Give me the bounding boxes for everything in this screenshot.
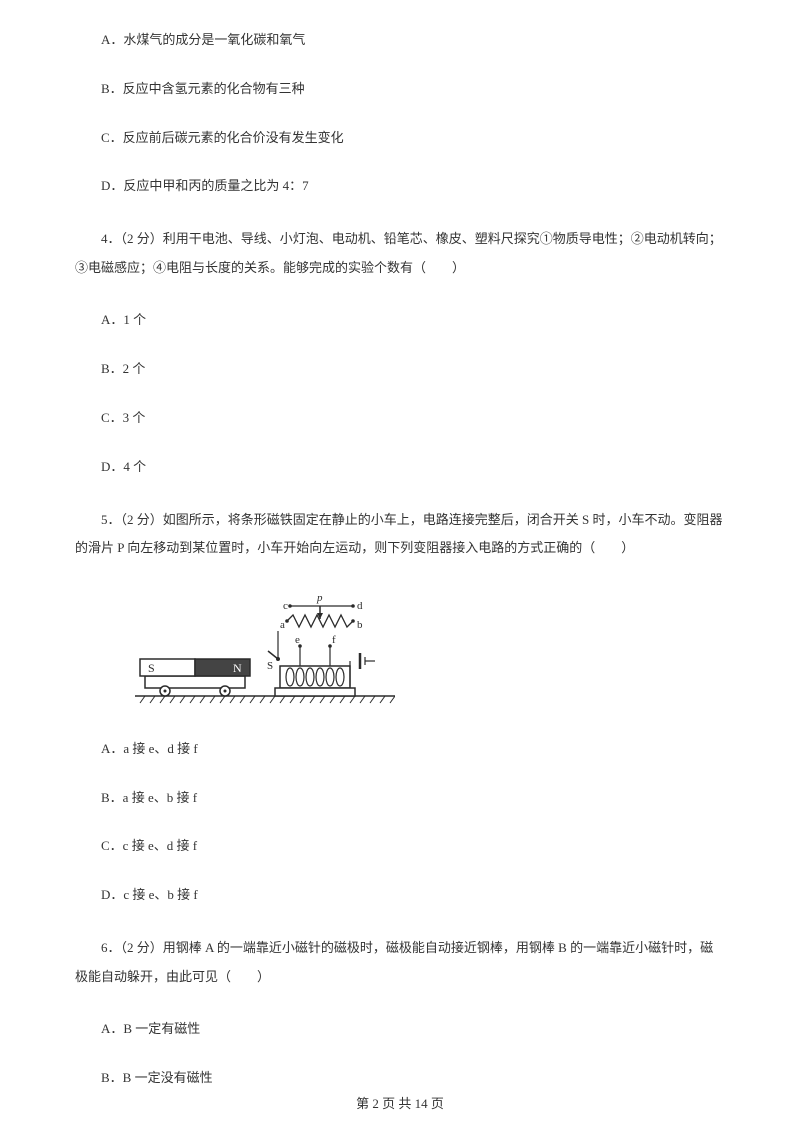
q4-stem: 4．（2 分）利用干电池、导线、小灯泡、电动机、铅笔芯、橡皮、塑料尺探究①物质导…	[75, 225, 725, 282]
terminal-b: b	[357, 619, 363, 631]
terminal-f: f	[332, 634, 336, 646]
q5-option-b: B．a 接 e、b 接 f	[75, 788, 725, 809]
q5-stem: 5．（2 分）如图所示，将条形磁铁固定在静止的小车上，电路连接完整后，闭合开关 …	[75, 506, 725, 563]
magnet-label-s: S	[148, 661, 155, 675]
terminal-e: e	[295, 634, 300, 646]
q5-option-a: A．a 接 e、d 接 f	[75, 739, 725, 760]
terminal-d: d	[357, 600, 363, 612]
q4-option-a: A．1 个	[75, 310, 725, 331]
q6-stem: 6．（2 分）用钢棒 A 的一端靠近小磁针的磁极时，磁极能自动接近钢棒，用钢棒 …	[75, 934, 725, 991]
q6-option-a: A．B 一定有磁性	[75, 1019, 725, 1040]
terminal-a: a	[280, 619, 285, 631]
slider-p: p	[316, 592, 323, 604]
q4-option-c: C．3 个	[75, 408, 725, 429]
q5-option-c: C．c 接 e、d 接 f	[75, 836, 725, 857]
q3-option-b: B．反应中含氢元素的化合物有三种	[75, 79, 725, 100]
q3-option-a: A．水煤气的成分是一氧化碳和氧气	[75, 30, 725, 51]
terminal-c: c	[283, 600, 288, 612]
q3-option-d: D．反应中甲和丙的质量之比为 4：7	[75, 176, 725, 197]
page-footer: 第 2 页 共 14 页	[0, 1093, 800, 1112]
switch-label: S	[267, 660, 273, 672]
q4-option-d: D．4 个	[75, 457, 725, 478]
q5-option-d: D．c 接 e、b 接 f	[75, 885, 725, 906]
q4-option-b: B．2 个	[75, 359, 725, 380]
q6-option-b: B．B 一定没有磁性	[75, 1068, 725, 1089]
q3-option-c: C．反应前后碳元素的化合价没有发生变化	[75, 128, 725, 149]
q5-figure: S N S e f	[135, 591, 725, 711]
magnet-label-n: N	[233, 661, 242, 675]
